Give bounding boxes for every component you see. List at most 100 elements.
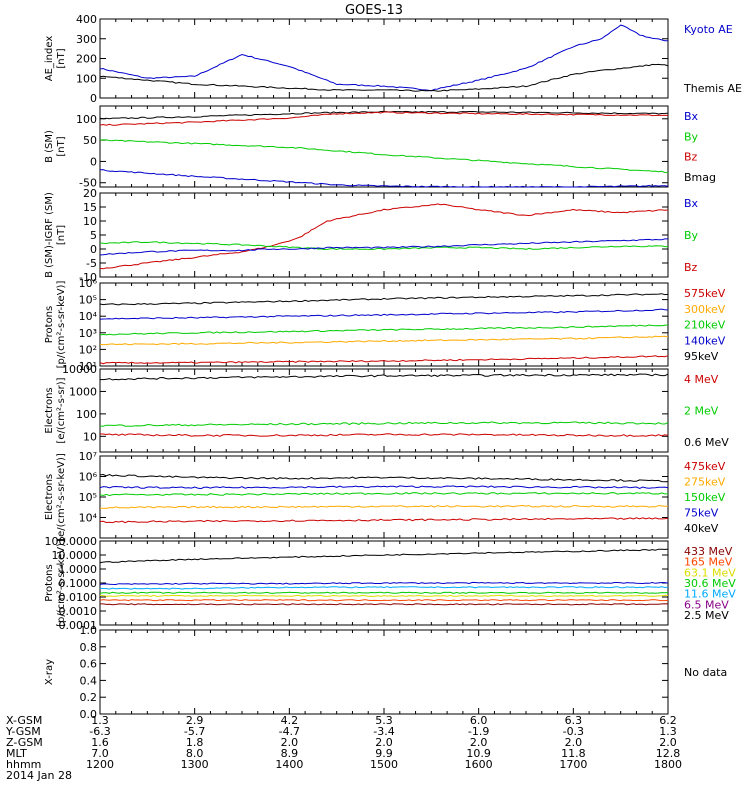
series-line-kyoto-ae [99, 24, 669, 92]
ephemeris-value: -0.3 [563, 725, 584, 738]
legend-entry: 95keV [684, 350, 719, 363]
series-line-bx [99, 169, 669, 188]
ephemeris-value: 8.0 [186, 747, 204, 760]
ephemeris-value: -3.4 [373, 725, 394, 738]
legend-entry: No data [684, 666, 727, 679]
y-axis-unit: [p/(cm²-s-sr-keV)] [56, 281, 67, 369]
y-tick-label: 10⁵ [79, 491, 97, 504]
series-line-63.1-mev [99, 594, 669, 597]
ephemeris-value: -4.7 [279, 725, 300, 738]
y-tick-label: 200 [76, 53, 97, 66]
y-tick-label: 1.0000 [59, 563, 98, 576]
ephemeris-value: 1.3 [91, 714, 109, 727]
ephemeris-value: 2.0 [565, 736, 583, 749]
ephemeris-value: 1.8 [186, 736, 204, 749]
y-tick-label: 10² [79, 343, 97, 356]
ephemeris-label: MLT [6, 747, 27, 760]
y-axis-label: X-ray [44, 659, 55, 685]
y-axis-label: AE_index [44, 36, 55, 82]
y-tick-label: 10¹ [79, 360, 97, 373]
y-tick-label: 10⁵ [79, 294, 97, 307]
series-line-bx [99, 238, 668, 256]
ephemeris-value: 1600 [465, 758, 493, 771]
legend-entry: Bz [684, 261, 698, 274]
legend-entry: 150keV [684, 491, 726, 504]
series-line-165-mev [99, 599, 669, 602]
ephemeris-value: 6.0 [470, 714, 488, 727]
y-tick-label: 1000 [69, 385, 97, 398]
y-axis-label: B (SM)-IGRF (SM) [44, 192, 55, 278]
y-tick-label: 10 [83, 430, 97, 443]
y-tick-label: -50 [79, 177, 97, 190]
series-line-210kev [99, 324, 669, 336]
ephemeris-value: 1.6 [91, 736, 109, 749]
ephemeris-value: 1500 [370, 758, 398, 771]
y-tick-label: 300 [76, 33, 97, 46]
y-tick-label: 100 [76, 113, 97, 126]
panel-frame [99, 455, 669, 539]
ephemeris-value: 4.2 [281, 714, 299, 727]
ephemeris-value: 9.9 [375, 747, 393, 760]
series-line-bz [99, 111, 669, 126]
y-tick-label: 100 [76, 408, 97, 421]
y-tick-label: 10.0000 [52, 549, 98, 562]
ephemeris-value: 1700 [559, 758, 587, 771]
series-line-2.5-mev [99, 548, 669, 564]
panel-frame [99, 629, 669, 715]
legend-entry: 40keV [684, 522, 719, 535]
legend-entry: 63.1 MeV [684, 566, 736, 579]
series-line-75kev [99, 485, 669, 490]
legend-entry: Kyoto AE [684, 23, 733, 36]
legend-entry: 300keV [684, 303, 726, 316]
y-tick-label: 15 [83, 201, 97, 214]
y-axis-label: Protons [44, 306, 55, 343]
panel-frame [99, 368, 669, 453]
series-line-150kev [99, 492, 668, 497]
ephemeris-value: -1.9 [468, 725, 489, 738]
ephemeris-label: X-GSM [6, 714, 42, 727]
legend-entry: 140keV [684, 334, 726, 347]
y-tick-label: 400 [76, 13, 97, 26]
series-line-575kev [99, 355, 669, 365]
ephemeris-value: 10.9 [466, 747, 491, 760]
series-line-6.5-mev [99, 581, 669, 586]
y-tick-label: 0.8 [80, 641, 98, 654]
series-line-2-mev [99, 421, 669, 427]
legend-entry: 433 MeV [684, 545, 733, 558]
y-tick-label: 10⁴ [79, 310, 98, 323]
y-tick-label: 1.0 [80, 624, 98, 637]
series-line-475kev [99, 517, 669, 524]
plot-title: GOES-13 [345, 3, 403, 18]
y-tick-label: 10000 [62, 363, 97, 376]
legend-entry: Bmag [684, 171, 716, 184]
y-tick-label: 10³ [79, 327, 97, 340]
y-axis-unit: [nT] [56, 136, 67, 156]
panel-frame [99, 105, 669, 188]
series-line-40kev [99, 473, 669, 483]
series-line-0.6-mev [99, 373, 669, 381]
series-line-300kev [99, 335, 669, 346]
ephemeris-value: 7.0 [91, 747, 109, 760]
legend-entry: By [684, 130, 699, 143]
ephemeris-value: 5.3 [375, 714, 393, 727]
series-line-by [99, 139, 669, 174]
y-tick-label: 0 [90, 92, 97, 105]
ephemeris-value: 2.0 [375, 736, 393, 749]
ephemeris-value: 6.3 [565, 714, 583, 727]
ephemeris-value: 11.8 [561, 747, 586, 760]
series-line-4-mev [100, 433, 669, 437]
legend-entry: Bx [684, 197, 699, 210]
ephemeris-label: Y-GSM [5, 725, 41, 738]
legend-entry: 2 MeV [684, 405, 719, 418]
series-line-11.6-mev [99, 586, 669, 590]
series-line-95kev [99, 293, 669, 306]
ephemeris-value: 2.0 [281, 736, 299, 749]
legend-entry: 2.5 MeV [684, 609, 729, 622]
y-tick-label: -5 [86, 257, 97, 270]
ephemeris-value: 12.8 [656, 747, 681, 760]
panel-frame [99, 192, 669, 278]
legend-entry: 4 MeV [684, 373, 719, 386]
y-tick-label: 10 [83, 215, 97, 228]
y-axis-unit: [nT] [56, 48, 67, 68]
series-line-themis-ae [99, 63, 669, 92]
